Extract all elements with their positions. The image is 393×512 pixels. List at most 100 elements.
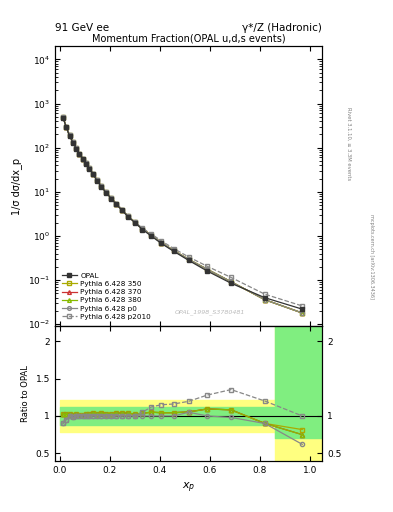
Pythia 6.428 370 [132, 219, 137, 225]
Pythia 6.428 p0 [71, 139, 75, 145]
Pythia 6.428 370 [84, 160, 88, 166]
Line: Pythia 6.428 370: Pythia 6.428 370 [61, 115, 304, 315]
Pythia 6.428 p0 [99, 183, 104, 189]
Pythia 6.428 p2010 [67, 132, 72, 138]
Pythia 6.428 370 [171, 247, 176, 253]
Pythia 6.428 p0 [109, 195, 114, 201]
Pythia 6.428 p0 [205, 266, 210, 272]
Text: mcplots.cern.ch [arXiv:1306.3436]: mcplots.cern.ch [arXiv:1306.3436] [369, 214, 375, 298]
Pythia 6.428 380 [140, 226, 145, 232]
OPAL [71, 140, 75, 146]
Pythia 6.428 380 [74, 145, 79, 152]
Pythia 6.428 350 [74, 145, 79, 152]
Pythia 6.428 350 [81, 156, 85, 162]
Pythia 6.428 p0 [61, 114, 65, 120]
OPAL [104, 190, 108, 196]
Pythia 6.428 p0 [119, 206, 124, 212]
Pythia 6.428 380 [300, 310, 305, 316]
Pythia 6.428 350 [61, 114, 65, 120]
Pythia 6.428 p2010 [205, 263, 210, 269]
Pythia 6.428 350 [109, 195, 114, 201]
Pythia 6.428 370 [126, 213, 130, 219]
Pythia 6.428 p2010 [114, 201, 119, 207]
Pythia 6.428 380 [81, 156, 85, 162]
Pythia 6.428 p2010 [104, 189, 108, 195]
Pythia 6.428 370 [74, 145, 79, 152]
OPAL [126, 214, 130, 220]
Line: OPAL: OPAL [61, 116, 304, 311]
Pythia 6.428 380 [149, 232, 154, 238]
Pythia 6.428 370 [61, 114, 65, 120]
Pythia 6.428 350 [67, 132, 72, 138]
Pythia 6.428 p0 [132, 219, 137, 225]
Pythia 6.428 380 [95, 177, 99, 183]
Pythia 6.428 380 [109, 195, 114, 201]
Pythia 6.428 370 [300, 310, 305, 316]
Line: Pythia 6.428 350: Pythia 6.428 350 [61, 115, 304, 315]
Line: Pythia 6.428 380: Pythia 6.428 380 [61, 115, 304, 315]
OPAL [77, 151, 82, 157]
OPAL [229, 280, 233, 286]
Y-axis label: 1/σ dσ/dx_p: 1/σ dσ/dx_p [11, 158, 22, 215]
Pythia 6.428 350 [229, 279, 233, 285]
Pythia 6.428 350 [205, 266, 210, 272]
Pythia 6.428 p2010 [149, 231, 154, 237]
OPAL [64, 124, 69, 131]
Pythia 6.428 370 [81, 156, 85, 162]
Pythia 6.428 380 [126, 213, 130, 219]
Pythia 6.428 350 [263, 296, 267, 303]
Pythia 6.428 380 [132, 219, 137, 225]
Pythia 6.428 380 [99, 183, 104, 189]
Pythia 6.428 350 [71, 139, 75, 145]
Pythia 6.428 p2010 [119, 206, 124, 212]
OPAL [171, 248, 176, 254]
Pythia 6.428 p0 [126, 213, 130, 219]
OPAL [84, 161, 88, 167]
Pythia 6.428 350 [300, 310, 305, 316]
OPAL [87, 166, 92, 172]
OPAL [95, 178, 99, 184]
OPAL [109, 196, 114, 202]
Pythia 6.428 p2010 [61, 114, 65, 120]
Pythia 6.428 p2010 [229, 274, 233, 281]
Pythia 6.428 380 [205, 266, 210, 272]
Pythia 6.428 380 [91, 170, 95, 177]
Pythia 6.428 p0 [186, 257, 191, 263]
Pythia 6.428 p0 [87, 165, 92, 172]
Pythia 6.428 370 [99, 183, 104, 189]
Pythia 6.428 p0 [84, 160, 88, 166]
Pythia 6.428 p0 [263, 296, 267, 303]
Pythia 6.428 370 [205, 266, 210, 272]
Text: OPAL_1998_S3780481: OPAL_1998_S3780481 [175, 309, 245, 315]
Pythia 6.428 370 [87, 165, 92, 172]
OPAL [263, 294, 267, 301]
Pythia 6.428 p0 [74, 145, 79, 152]
Pythia 6.428 350 [149, 232, 154, 238]
Pythia 6.428 370 [91, 170, 95, 177]
OPAL [91, 171, 95, 177]
Pythia 6.428 p2010 [159, 238, 163, 244]
Pythia 6.428 p2010 [91, 170, 95, 177]
Pythia 6.428 350 [87, 165, 92, 172]
Pythia 6.428 370 [77, 151, 82, 157]
Pythia 6.428 p2010 [171, 245, 176, 251]
Y-axis label: Ratio to OPAL: Ratio to OPAL [21, 365, 30, 422]
Pythia 6.428 p0 [300, 310, 305, 316]
Pythia 6.428 380 [114, 201, 119, 207]
Pythia 6.428 p0 [81, 156, 85, 162]
Pythia 6.428 p2010 [140, 225, 145, 231]
Pythia 6.428 350 [159, 240, 163, 246]
Pythia 6.428 350 [64, 124, 69, 130]
Pythia 6.428 p0 [77, 151, 82, 157]
Pythia 6.428 p0 [149, 232, 154, 238]
Pythia 6.428 380 [159, 240, 163, 246]
Pythia 6.428 p2010 [109, 195, 114, 201]
Pythia 6.428 p2010 [64, 124, 69, 130]
OPAL [119, 207, 124, 214]
OPAL [186, 258, 191, 264]
Pythia 6.428 350 [186, 257, 191, 263]
Pythia 6.428 p0 [171, 247, 176, 253]
Pythia 6.428 350 [99, 183, 104, 189]
Pythia 6.428 p2010 [71, 139, 75, 145]
Pythia 6.428 370 [140, 226, 145, 232]
